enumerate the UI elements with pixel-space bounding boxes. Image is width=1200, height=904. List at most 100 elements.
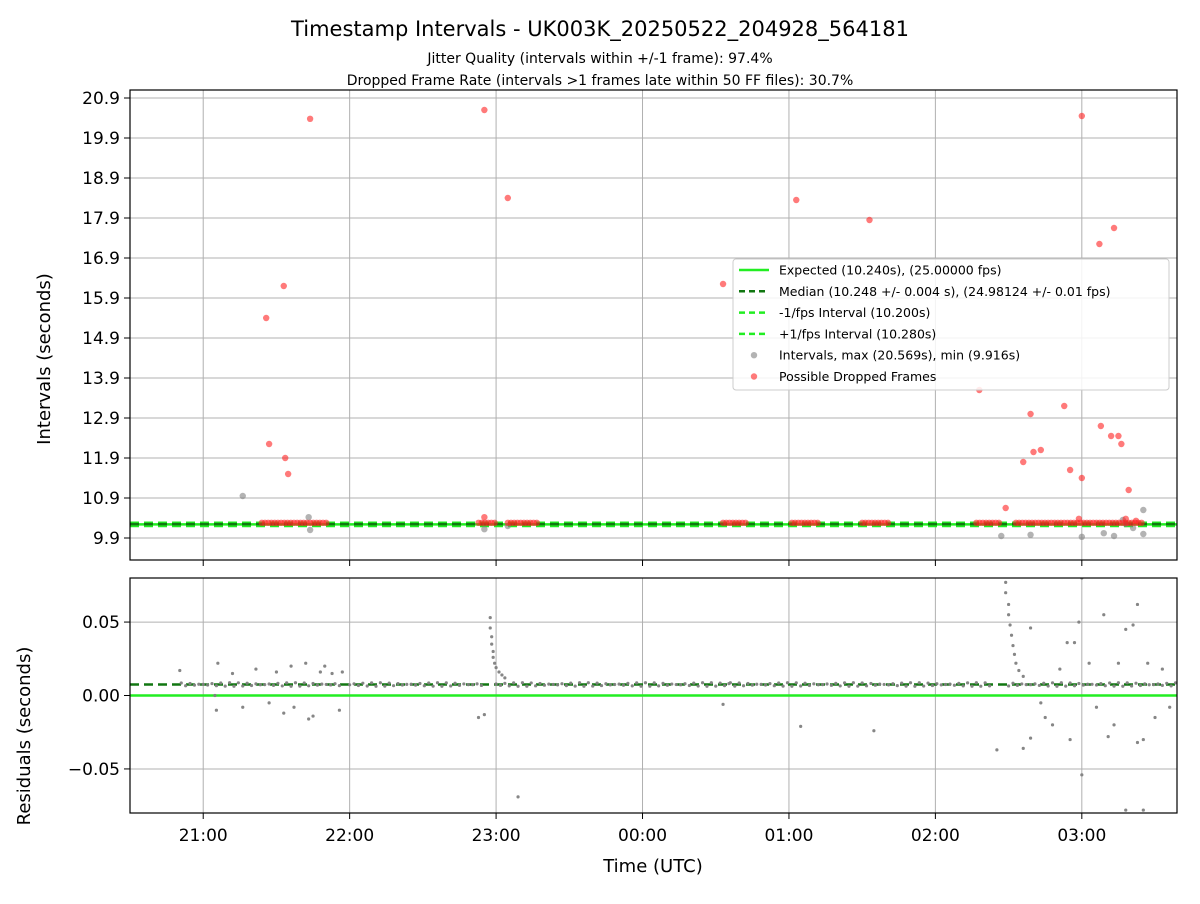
residual-point <box>304 661 308 665</box>
interval-point <box>418 681 422 686</box>
interval-point <box>821 682 825 687</box>
dropped-frame-point <box>1066 466 1074 474</box>
interval-point <box>223 684 227 688</box>
dropped-frame-point <box>1132 517 1140 524</box>
interval-point <box>851 681 855 685</box>
plot-frame <box>129 89 1178 561</box>
interval-point <box>361 681 365 685</box>
legend-entry: Expected (10.240s), (25.00000 fps) <box>779 263 1001 278</box>
interval-point <box>1094 683 1099 687</box>
dropped-frame-point <box>1125 486 1132 494</box>
dropped-frame-point <box>284 470 292 478</box>
residual-point <box>1021 746 1025 750</box>
dropped-frame-point <box>1138 519 1145 526</box>
interval-point <box>974 681 978 685</box>
legend-entry: +1/fps Interval (10.280s) <box>779 326 936 341</box>
interval-point <box>1007 684 1011 688</box>
residual-point <box>178 668 182 673</box>
residual-point <box>254 667 258 671</box>
residual-point <box>1124 808 1128 812</box>
y-tick-label: 11.9 <box>82 449 120 469</box>
residual-point <box>1004 580 1008 585</box>
interval-point <box>926 681 930 685</box>
interval-point <box>293 681 298 685</box>
interval-point <box>276 681 280 685</box>
x-tick-label: 21:00 <box>179 826 228 846</box>
y-tick-label: 16.9 <box>82 249 120 269</box>
interval-point <box>307 684 311 688</box>
interval-point <box>864 684 869 688</box>
x-tick-label: 00:00 <box>618 826 667 846</box>
interval-point <box>755 682 759 686</box>
interval-point <box>348 683 352 687</box>
interval-point <box>1138 683 1142 688</box>
residual-point <box>1077 620 1081 624</box>
interval-point <box>1140 506 1147 514</box>
residual-point <box>482 712 486 717</box>
interval-point <box>512 681 516 685</box>
legend: Expected (10.240s), (25.00000 fps) Median… <box>732 258 1170 391</box>
interval-point <box>1015 683 1019 687</box>
residual-point <box>516 795 520 799</box>
interval-point <box>466 683 470 687</box>
interval-point <box>1059 681 1063 685</box>
interval-point <box>258 683 262 687</box>
plot-area <box>130 578 1177 813</box>
interval-point <box>746 681 750 686</box>
residual-point <box>500 673 504 677</box>
dropped-frame-point <box>262 314 270 322</box>
residual-point <box>1135 602 1140 607</box>
interval-point <box>1055 684 1059 688</box>
interval-point <box>188 681 192 686</box>
interval-point <box>1130 684 1134 688</box>
interval-point <box>979 684 983 688</box>
interval-point <box>741 684 746 688</box>
interval-point <box>1169 684 1173 688</box>
interval-point <box>705 684 709 688</box>
interval-point <box>520 681 525 685</box>
interval-point <box>453 681 457 685</box>
dropped-frame-point <box>1078 474 1086 482</box>
interval-point <box>320 682 324 686</box>
interval-point <box>391 684 396 688</box>
interval-point <box>444 681 448 685</box>
y-tick-label: 14.9 <box>82 329 120 349</box>
chart-subtitle-dropped: Dropped Frame Rate (intervals >1 frames … <box>347 73 854 89</box>
interval-point <box>737 681 741 685</box>
interval-point <box>298 684 302 688</box>
y-tick-label: 9.9 <box>93 529 120 549</box>
interval-point <box>383 684 387 688</box>
residual-point <box>1135 740 1140 745</box>
residuals-plot: 21:00 22:00 23:00 00:00 01:00 02:00 03:00 −0.05… <box>68 577 1178 846</box>
residual-point <box>493 661 497 665</box>
residual-point <box>1017 668 1021 673</box>
x-tick-label: 23:00 <box>472 826 521 846</box>
interval-point <box>1090 682 1094 686</box>
interval-point <box>232 684 236 688</box>
interval-point <box>807 683 812 688</box>
dropped-frame-point <box>491 519 498 526</box>
interval-point <box>878 682 882 686</box>
dropped-frame-point <box>866 216 873 224</box>
dropped-frame-point <box>1030 448 1037 456</box>
residual-point <box>494 665 498 670</box>
residual-point <box>337 708 341 712</box>
interval-point <box>595 681 599 685</box>
interval-point <box>241 684 245 688</box>
interval-point <box>970 684 974 688</box>
interval-point <box>271 683 276 687</box>
interval-point <box>551 682 555 687</box>
interval-point <box>785 681 790 685</box>
x-tick-label: 22:00 <box>325 826 374 846</box>
interval-point <box>516 684 520 688</box>
y-tick-label: −0.05 <box>68 760 120 780</box>
interval-point <box>582 684 586 688</box>
interval-point <box>503 681 507 685</box>
residual-point <box>1141 808 1145 812</box>
dropped-frame-point <box>814 519 821 526</box>
interval-point <box>498 683 503 687</box>
interval-point <box>1143 682 1147 686</box>
interval-point <box>998 532 1005 540</box>
interval-point <box>214 684 218 688</box>
interval-point <box>1037 683 1041 688</box>
